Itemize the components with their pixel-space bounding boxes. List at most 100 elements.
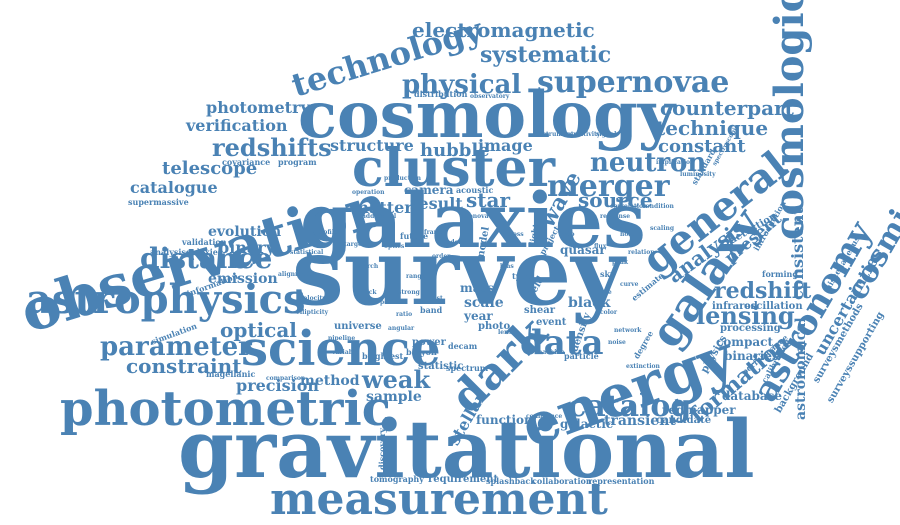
word-star: star — [466, 188, 510, 212]
word-particle: particle — [564, 351, 599, 361]
word-splashback: splashback — [486, 476, 536, 486]
word-merger: merger — [547, 169, 670, 204]
word-bias: bias — [500, 263, 514, 270]
word-additional: additional — [362, 213, 397, 220]
word-universe: universe — [334, 321, 382, 332]
word-compact: compact — [716, 335, 774, 349]
word-confidence: confidence — [526, 413, 563, 420]
word-telescope: telescope — [162, 158, 258, 179]
word-binary: binary — [218, 238, 275, 257]
word-sky: sky — [600, 269, 615, 279]
word-range: range — [406, 273, 426, 280]
word-analysisgalaxies: analysisgalaxies — [150, 247, 223, 257]
word-luminosity: luminosity — [680, 171, 716, 178]
word-strong: strong — [398, 289, 420, 296]
word-network: network — [614, 327, 642, 334]
word-frame: frame — [424, 229, 444, 236]
word-precision: precision — [236, 376, 320, 395]
word-astrophysics: astrophysics — [26, 276, 306, 323]
word-weak: weak — [362, 365, 431, 394]
word-statistical: statistical — [290, 249, 324, 256]
word-program: program — [278, 157, 317, 167]
word-transient: transient — [604, 413, 676, 429]
word-black: black — [568, 295, 611, 311]
word-survey: survey — [292, 218, 625, 326]
word-response: response — [600, 213, 631, 220]
word-acoustic: acoustic — [456, 185, 494, 195]
word-rate: rate — [598, 289, 612, 296]
word-catalogue: catalogue — [130, 178, 218, 197]
word-discovery: discovery — [377, 428, 387, 470]
word-relation: relation — [628, 249, 655, 256]
word-verification: verification — [186, 116, 288, 135]
word-search: search — [356, 263, 379, 270]
word-physical: physical — [402, 70, 522, 100]
word-distribution: distribution — [414, 89, 468, 99]
word-signal: signal — [596, 131, 617, 138]
word-redshift: redshift — [714, 278, 812, 304]
word-processing: processing — [720, 323, 781, 334]
word-covariance: covariance — [222, 157, 271, 167]
word-limit: limit — [610, 223, 626, 230]
word-photometry: photometry — [206, 98, 310, 117]
word-peak: peak — [612, 259, 629, 266]
word-image: image — [478, 136, 533, 155]
word-year: year — [464, 309, 493, 323]
word-band: band — [420, 305, 443, 315]
word-function: function — [476, 413, 533, 427]
word-oscillation: oscillation — [744, 301, 803, 312]
word-constraint: constraint — [126, 354, 242, 378]
word-lens: lens — [498, 329, 512, 336]
word-mass: mass — [460, 281, 494, 295]
word-technique: technique — [656, 116, 769, 140]
word-structure: structure — [330, 136, 414, 155]
word-cross: cross — [506, 231, 524, 238]
word-candidate: candidate — [656, 415, 712, 426]
word-color: color — [600, 309, 618, 316]
word-scale: scale — [464, 295, 504, 311]
word-host: host — [620, 231, 635, 238]
word-photo: photo — [478, 321, 511, 332]
word-power: power — [412, 337, 446, 348]
word-data: data — [520, 323, 604, 363]
word-implication: implication — [656, 159, 695, 166]
word-kilonova: kilonova — [460, 213, 489, 220]
word-method: method — [300, 373, 360, 389]
word-cosmology: cosmology — [298, 78, 676, 153]
word-test: test — [430, 295, 443, 302]
word-galactic: galactic — [560, 417, 614, 431]
word-extinction: extinction — [626, 363, 660, 370]
word-pipeline: pipeline — [328, 335, 356, 342]
word-binaries: binaries — [724, 349, 779, 363]
word-redshifts: redshifts — [212, 133, 332, 162]
word-observatory: observatory — [470, 93, 510, 100]
word-requirement: requirement — [428, 474, 499, 485]
word-planck: planck — [354, 289, 377, 296]
word-machine: machine — [536, 349, 565, 356]
word-result: result — [410, 194, 463, 213]
word-forming: forming — [762, 269, 798, 279]
word-source: source — [578, 188, 653, 212]
word-distance: distance — [140, 242, 273, 275]
word-counterpart: counterpart — [660, 96, 794, 120]
word-cluster: cluster — [352, 138, 555, 199]
word-galaxies: galaxies — [300, 176, 646, 265]
word-velocity: velocity — [300, 295, 326, 302]
word-sample: sample — [366, 389, 422, 405]
word-correlation: correlation — [610, 203, 648, 210]
word-decam: decam — [448, 341, 478, 351]
word-electromagnetic: electromagnetic — [412, 18, 595, 42]
word-supernovae: supernovae — [537, 65, 730, 100]
word-catalog: catalog — [568, 389, 692, 424]
word-spectrum: spectrum — [446, 363, 489, 373]
word-flux: flux — [594, 243, 607, 250]
word-database: database — [722, 389, 783, 403]
word-consistent: consistent — [788, 207, 807, 300]
word-evolution: evolution — [208, 224, 282, 240]
word-scaling: scaling — [650, 225, 675, 232]
word-photometric: photometric — [60, 381, 391, 437]
word-angular: angular — [388, 325, 415, 332]
word-science: science — [241, 321, 441, 377]
word-curve: curve — [620, 281, 639, 288]
